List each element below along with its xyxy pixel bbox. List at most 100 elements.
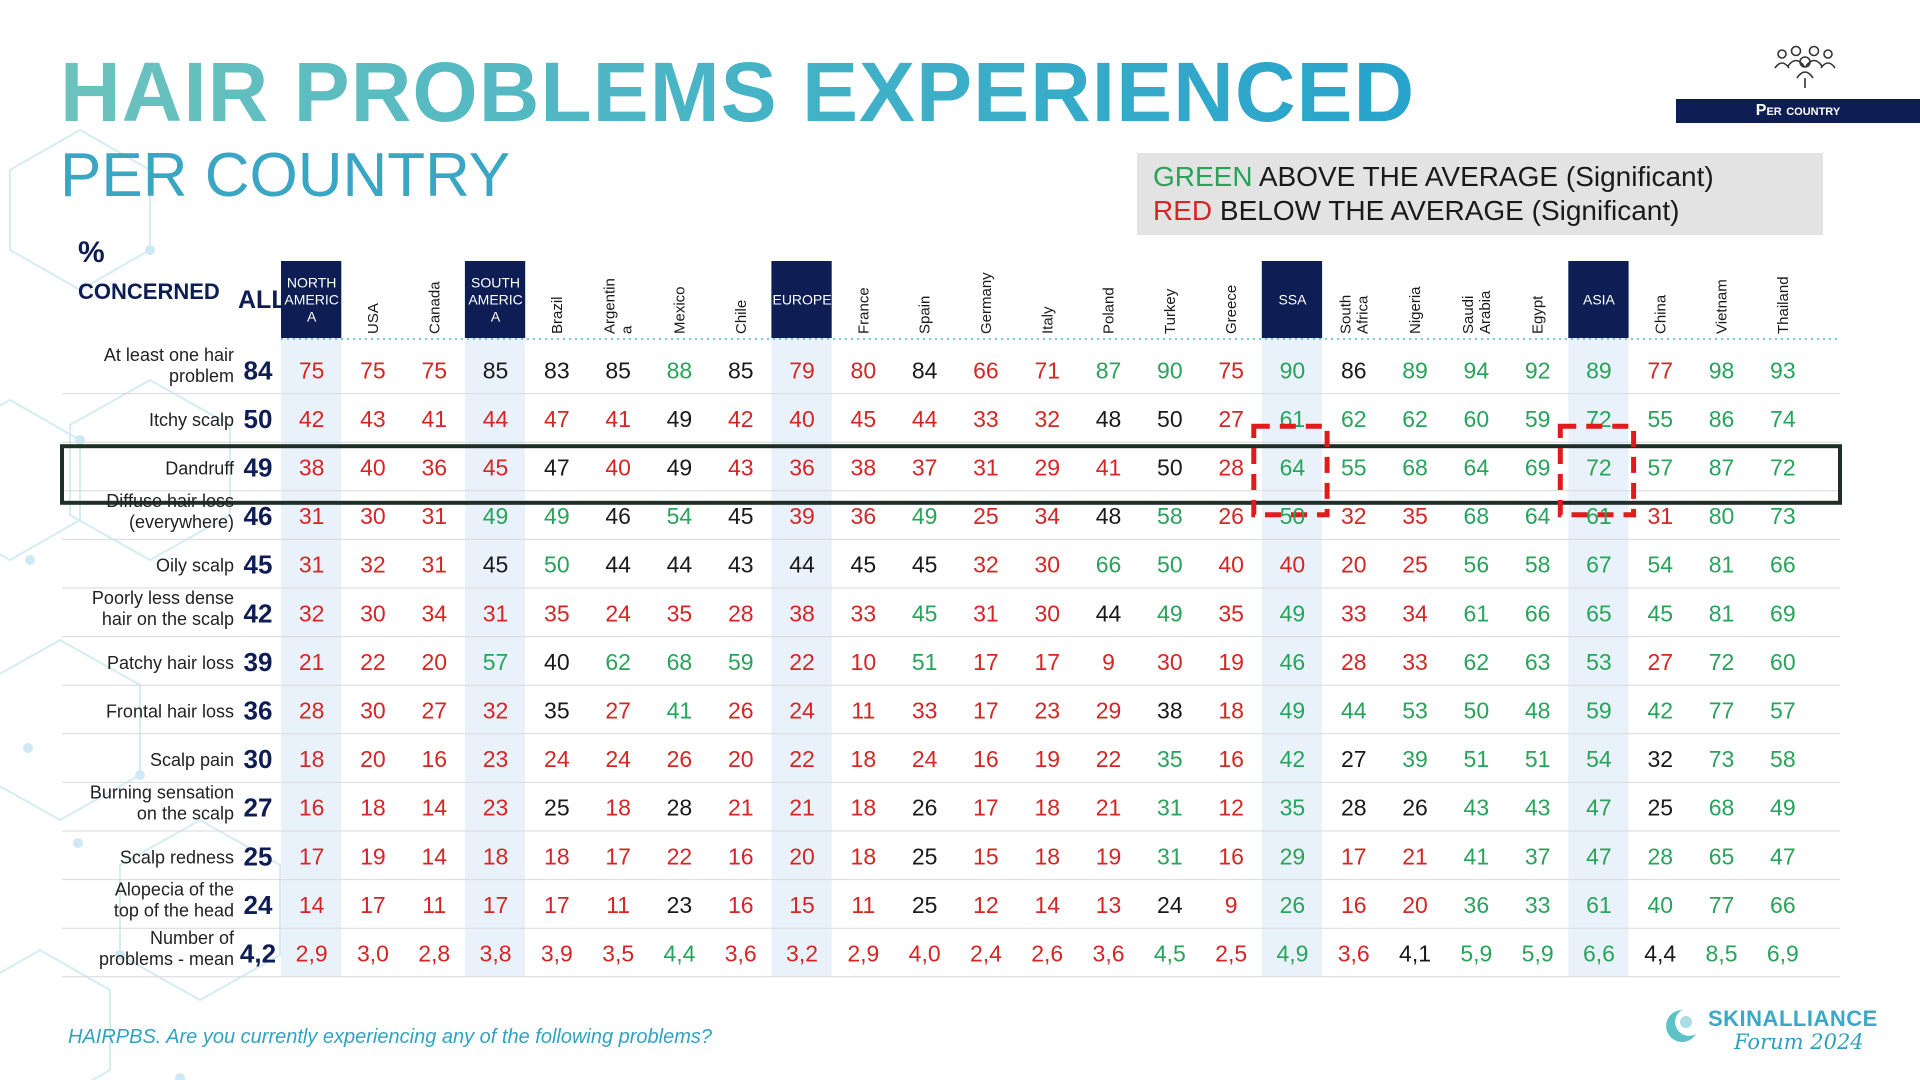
value-cell: 18 <box>851 746 877 772</box>
value-cell: 17 <box>544 892 570 918</box>
value-cell: 75 <box>1218 357 1244 383</box>
value-cell: 35 <box>1157 746 1183 772</box>
value-cell: 4,9 <box>1276 941 1308 967</box>
region-header-block <box>281 261 342 338</box>
value-cell: 35 <box>667 600 693 626</box>
value-cell: 13 <box>1096 892 1122 918</box>
value-cell: 27 <box>1647 649 1673 675</box>
value-cell: 14 <box>299 892 325 918</box>
column-header: Egypt <box>1530 295 1547 334</box>
column-header: Germany <box>978 272 995 334</box>
value-cell: 68 <box>1464 503 1490 529</box>
column-header: China <box>1652 294 1669 334</box>
value-cell: 35 <box>544 698 570 724</box>
value-cell: 25 <box>912 843 938 869</box>
value-cell: 8,5 <box>1706 941 1738 967</box>
value-cell: 23 <box>483 795 509 821</box>
value-cell: 35 <box>1218 600 1244 626</box>
value-cell: 49 <box>1280 698 1306 724</box>
value-cell: 65 <box>1709 843 1735 869</box>
all-value-cell: 30 <box>244 744 273 774</box>
value-cell: 33 <box>1525 892 1551 918</box>
value-cell: 40 <box>1647 892 1673 918</box>
value-cell: 45 <box>483 552 509 578</box>
value-cell: 18 <box>299 746 325 772</box>
region-header-block <box>1568 261 1629 338</box>
value-cell: 25 <box>912 892 938 918</box>
value-cell: 36 <box>1464 892 1490 918</box>
value-cell: 83 <box>544 357 570 383</box>
value-cell: 38 <box>1157 698 1183 724</box>
value-cell: 40 <box>605 455 631 481</box>
value-cell: 21 <box>1402 843 1428 869</box>
value-cell: 24 <box>789 698 815 724</box>
value-cell: 26 <box>1218 503 1244 529</box>
value-cell: 29 <box>1096 698 1122 724</box>
value-cell: 18 <box>851 795 877 821</box>
value-cell: 41 <box>667 698 693 724</box>
value-cell: 68 <box>667 649 693 675</box>
value-cell: 28 <box>1647 843 1673 869</box>
value-cell: 18 <box>1218 698 1244 724</box>
value-cell: 28 <box>1341 649 1367 675</box>
value-cell: 49 <box>483 503 509 529</box>
column-header: A <box>491 309 501 325</box>
value-cell: 3,6 <box>1338 941 1370 967</box>
value-cell: 2,5 <box>1215 941 1247 967</box>
value-cell: 66 <box>1770 892 1796 918</box>
value-cell: 94 <box>1464 357 1490 383</box>
value-cell: 77 <box>1647 357 1673 383</box>
value-cell: 59 <box>1525 406 1551 432</box>
value-cell: 27 <box>421 698 447 724</box>
value-cell: 25 <box>1402 552 1428 578</box>
row-label: on the scalp <box>137 803 234 823</box>
value-cell: 31 <box>421 552 447 578</box>
page-title: HAIR PROBLEMS EXPERIENCED <box>60 45 1416 139</box>
all-value-cell: 36 <box>244 696 273 726</box>
value-cell: 35 <box>1280 795 1306 821</box>
value-cell: 18 <box>483 843 509 869</box>
value-cell: 16 <box>299 795 325 821</box>
value-cell: 22 <box>1096 746 1122 772</box>
value-cell: 30 <box>360 600 386 626</box>
value-cell: 46 <box>605 503 631 529</box>
value-cell: 71 <box>1034 357 1060 383</box>
column-header: Mexico <box>671 286 688 334</box>
value-cell: 50 <box>1157 406 1183 432</box>
value-cell: 16 <box>1218 746 1244 772</box>
value-cell: 37 <box>912 455 938 481</box>
column-header: Brazil <box>549 296 566 334</box>
column-header: EUROPE <box>772 292 831 308</box>
value-cell: 17 <box>1341 843 1367 869</box>
value-cell: 48 <box>1096 406 1122 432</box>
column-header: Poland <box>1101 287 1118 334</box>
row-label: (everywhere) <box>129 512 234 532</box>
value-cell: 20 <box>789 843 815 869</box>
all-value-cell: 27 <box>244 793 273 823</box>
value-cell: 46 <box>1280 649 1306 675</box>
value-cell: 45 <box>851 552 877 578</box>
value-cell: 20 <box>421 649 447 675</box>
value-cell: 31 <box>1157 843 1183 869</box>
value-cell: 18 <box>851 843 877 869</box>
value-cell: 45 <box>851 406 877 432</box>
all-value-cell: 4,2 <box>240 939 276 969</box>
value-cell: 61 <box>1586 892 1612 918</box>
value-cell: 84 <box>912 357 938 383</box>
value-cell: 35 <box>1402 503 1428 529</box>
value-cell: 17 <box>973 698 999 724</box>
value-cell: 30 <box>1157 649 1183 675</box>
value-cell: 60 <box>1770 649 1796 675</box>
row-label: Burning sensation <box>90 782 234 802</box>
value-cell: 40 <box>789 406 815 432</box>
value-cell: 21 <box>299 649 325 675</box>
value-cell: 31 <box>1157 795 1183 821</box>
value-cell: 31 <box>483 600 509 626</box>
value-cell: 49 <box>1280 600 1306 626</box>
value-cell: 19 <box>1096 843 1122 869</box>
value-cell: 5,9 <box>1460 941 1492 967</box>
value-cell: 23 <box>483 746 509 772</box>
value-cell: 26 <box>1402 795 1428 821</box>
value-cell: 32 <box>973 552 999 578</box>
value-cell: 34 <box>1402 600 1428 626</box>
